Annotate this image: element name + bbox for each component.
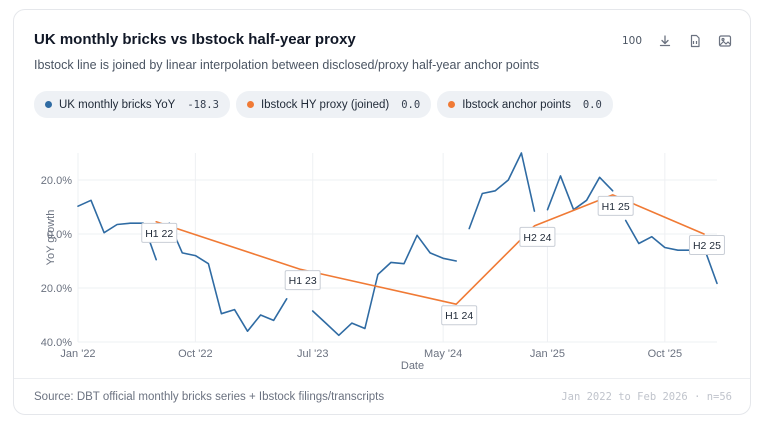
x-tick-label: May '24 (424, 348, 462, 360)
document-icon[interactable] (688, 34, 702, 48)
anchor-label: H1 22 (145, 228, 173, 240)
series-uk-bricks-line (468, 152, 536, 230)
anchor-label-box (141, 222, 178, 243)
chart-range: Jan 2022 to Feb 2026 · n=56 (561, 391, 732, 403)
anchor-label: H1 25 (602, 201, 630, 213)
anchor-label-box (688, 235, 725, 255)
x-tick-label: Jan '22 (60, 348, 95, 360)
legend-swatch-ibstock-proxy (246, 101, 254, 108)
x-tick-label: Oct '22 (178, 348, 213, 360)
y-tick-label: 40.0% (41, 337, 72, 349)
image-icon[interactable] (718, 34, 732, 48)
series-uk-bricks-line (168, 222, 288, 332)
line-chart: 20.0% 0.0% 20.0% 40.0%Jan '22 Oct '22 Jul '23… (41, 152, 725, 372)
x-tick-label: Jul '23 (297, 348, 328, 360)
legend-label: UK monthly bricks YoY (59, 98, 176, 111)
legend-label: Ibstock anchor points (462, 98, 571, 111)
series-uk-bricks-line (311, 234, 457, 337)
legend-item-uk-bricks[interactable]: UK monthly bricks YoY -18.3 (34, 91, 230, 118)
anchor-label-box (441, 305, 478, 326)
anchor-label: H1 23 (289, 275, 317, 287)
y-tick-label: 20.0% (41, 283, 72, 295)
anchor-label: H1 24 (445, 310, 473, 322)
x-axis-label: Date (401, 360, 424, 372)
x-tick-label: Jan '25 (530, 348, 565, 360)
chart-source: Source: DBT official monthly bricks seri… (34, 391, 385, 403)
legend-item-ibstock-proxy[interactable]: Ibstock HY proxy (joined) 0.0 (235, 91, 432, 118)
legend-label: Ibstock HY proxy (joined) (260, 98, 390, 111)
footer-divider (14, 378, 750, 379)
chart-toolbar: 100 (622, 34, 732, 48)
legend-value: 0.0 (582, 98, 602, 111)
anchor-label-box (597, 195, 634, 216)
chart-title: UK monthly bricks vs Ibstock half-year p… (34, 31, 356, 48)
legend-value: -18.3 (187, 98, 219, 111)
legend-swatch-ibstock-anchors (448, 101, 456, 108)
chart-subtitle: Ibstock line is joined by linear interpo… (34, 58, 540, 72)
anchor-label-box (284, 270, 321, 291)
y-tick-label: 20.0% (41, 175, 72, 187)
chart-legend: UK monthly bricks YoY -18.3 Ibstock HY p… (34, 91, 613, 118)
anchor-label-box (519, 226, 556, 247)
legend-swatch-uk-bricks (45, 101, 52, 108)
y-axis-label: YoY growth (45, 210, 57, 266)
y-tick-label: 0.0% (47, 229, 72, 241)
chart-card: UK monthly bricks vs Ibstock half-year p… (13, 9, 751, 415)
anchor-label: H2 24 (523, 232, 551, 244)
legend-item-ibstock-anchors[interactable]: Ibstock anchor points 0.0 (437, 91, 613, 118)
anchor-label: H2 25 (693, 240, 721, 252)
zoom-level[interactable]: 100 (621, 35, 642, 47)
x-tick-label: Oct '25 (648, 348, 683, 360)
series-uk-bricks-line (546, 175, 614, 211)
legend-value: 0.0 (401, 98, 421, 111)
download-icon[interactable] (658, 34, 672, 48)
